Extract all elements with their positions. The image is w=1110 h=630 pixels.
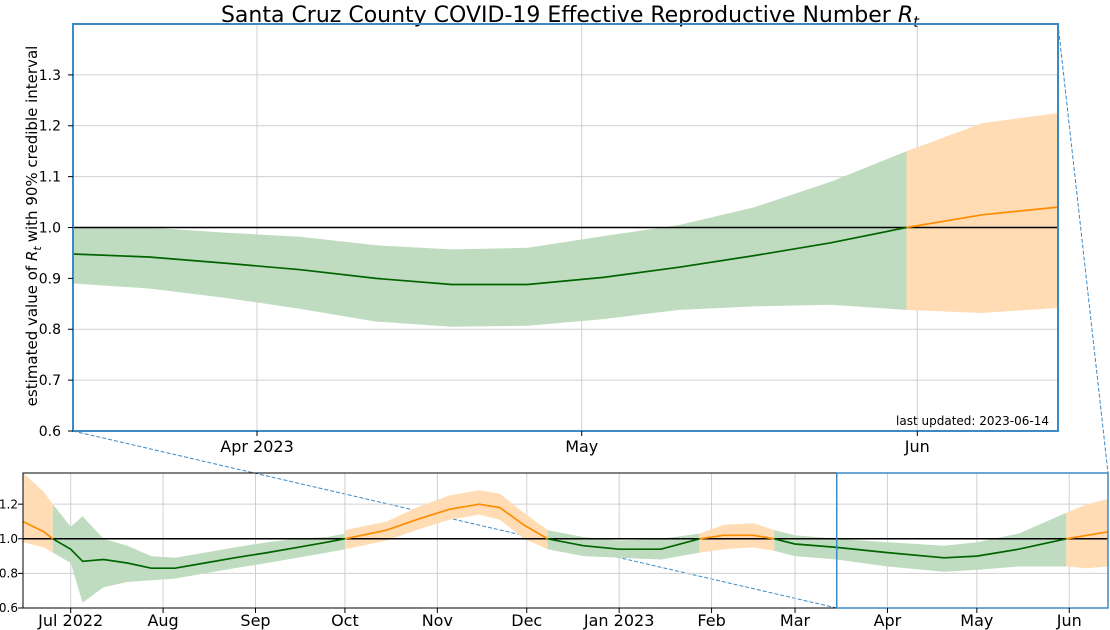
over-estimate-band <box>774 512 1067 572</box>
over-x-tick-label: May <box>960 611 993 630</box>
main-y-tick-label: 1.1 <box>39 170 61 186</box>
over-x-tick-label: Oct <box>331 611 359 630</box>
chart-title-symbol: R <box>898 3 913 28</box>
over-estimate-band <box>547 530 700 560</box>
main-y-tick-label: 1.2 <box>39 119 61 135</box>
main-projection-band <box>906 113 1058 313</box>
y-axis-label: estimated value of Rt with 90% credible i… <box>23 46 44 407</box>
chart-title-subscript: t <box>913 13 920 31</box>
over-projection-line <box>22 520 54 540</box>
main-y-tick-label: 1.0 <box>39 220 61 236</box>
main-x-tick-label: May <box>565 437 598 456</box>
main-y-tick-label: 0.6 <box>39 424 61 440</box>
main-estimate-line <box>72 226 907 286</box>
over-projection-line <box>344 503 549 540</box>
over-projection-band <box>699 523 775 553</box>
y-axis-label-suffix: with 90% credible interval <box>23 46 41 243</box>
main-rt-lines <box>72 206 1059 286</box>
y-axis-label-symbol: R <box>23 251 41 261</box>
over-estimate-line <box>52 537 346 570</box>
main-x-tick-label: Apr 2023 <box>220 437 293 456</box>
y-axis-label-subscript: t <box>31 246 44 251</box>
over-x-tick-label: Jul 2022 <box>37 611 103 630</box>
over-projection-band <box>344 490 548 550</box>
zoom-connector-lines <box>72 23 1109 609</box>
zoom-connector-right <box>1057 23 1109 474</box>
overview-zoom-window <box>836 472 1109 609</box>
main-y-tick-label: 0.8 <box>39 322 61 338</box>
over-estimate-line <box>547 537 700 551</box>
main-projection-line <box>906 206 1059 229</box>
over-x-tick-label: Jan 2023 <box>583 611 654 630</box>
over-estimate-band <box>52 504 345 603</box>
overview-rt-lines <box>22 503 1109 570</box>
overview-x-ticks: Jul 2022 Aug Sep Oct Nov Dec Jan 2023 Feb Mar Apr… <box>37 608 1082 630</box>
overview-credible-bands <box>23 473 1108 603</box>
over-y-tick-label: 1.2 <box>0 497 18 511</box>
over-y-tick-label: 0.8 <box>0 567 18 581</box>
over-projection-line <box>699 534 775 540</box>
chart-title: Santa Cruz County COVID-19 Effective Rep… <box>221 3 920 31</box>
over-x-tick-label: Feb <box>697 611 725 630</box>
main-estimate-band <box>73 151 907 327</box>
main-credible-bands <box>73 113 1058 327</box>
over-projection-band <box>1066 499 1108 569</box>
over-x-tick-label: Apr <box>874 611 902 630</box>
over-x-tick-label: Dec <box>511 611 542 630</box>
overview-y-ticks: 0.6 0.8 1.0 1.2 <box>0 497 23 615</box>
last-updated-annotation: last updated: 2023-06-14 <box>896 414 1049 428</box>
main-y-ticks: 0.6 0.7 0.8 0.9 1.0 1.1 1.2 1.3 <box>39 68 73 440</box>
over-x-tick-label: Sep <box>240 611 270 630</box>
main-x-ticks: Apr 2023 May Jun <box>220 431 930 456</box>
over-projection-line <box>1066 530 1109 540</box>
over-x-tick-label: Aug <box>147 611 178 630</box>
y-axis-label-prefix: estimated value of <box>23 265 41 406</box>
main-y-tick-label: 0.9 <box>39 271 61 287</box>
over-y-tick-label: 1.0 <box>0 532 18 546</box>
over-projection-band <box>23 473 53 553</box>
over-estimate-line <box>773 537 1067 559</box>
over-x-tick-label: Nov <box>422 611 453 630</box>
over-x-tick-label: Jun <box>1056 611 1082 630</box>
zoom-connector-left <box>72 430 837 609</box>
main-y-tick-label: 1.3 <box>39 68 61 84</box>
over-y-tick-label: 0.6 <box>0 601 18 615</box>
main-x-tick-label: Jun <box>904 437 930 456</box>
over-x-tick-label: Mar <box>780 611 811 630</box>
main-y-tick-label: 0.7 <box>39 373 61 389</box>
